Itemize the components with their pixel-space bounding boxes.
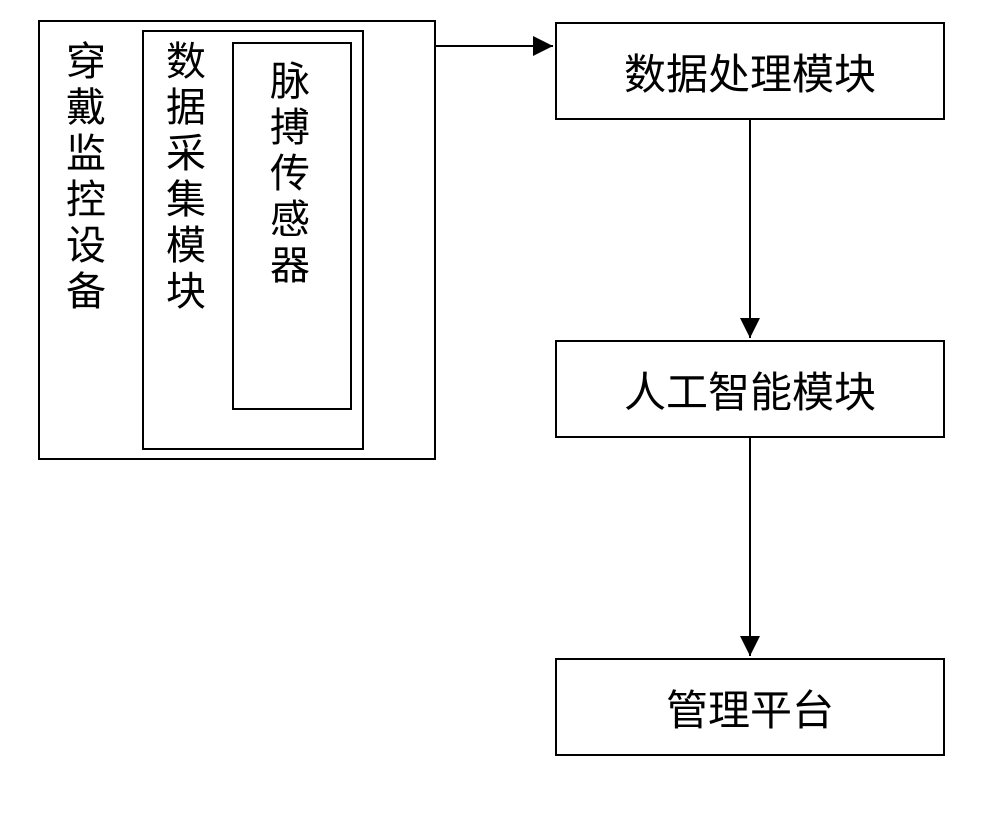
label-data-processing: 数据处理模块	[624, 41, 876, 102]
label-wearable-device: 穿戴监控设备	[62, 40, 102, 316]
node-ai-module: 人工智能模块	[555, 340, 945, 438]
label-management-platform: 管理平台	[666, 677, 834, 738]
label-data-collection: 数据采集模块	[162, 40, 202, 316]
node-data-processing: 数据处理模块	[555, 22, 945, 120]
node-management-platform: 管理平台	[555, 658, 945, 756]
label-ai-module: 人工智能模块	[624, 359, 876, 420]
diagram-canvas: 穿戴监控设备 数据采集模块 脉搏传感器 数据处理模块 人工智能模块 管理平台	[0, 0, 1000, 829]
label-pulse-sensor: 脉搏传感器	[266, 60, 306, 290]
